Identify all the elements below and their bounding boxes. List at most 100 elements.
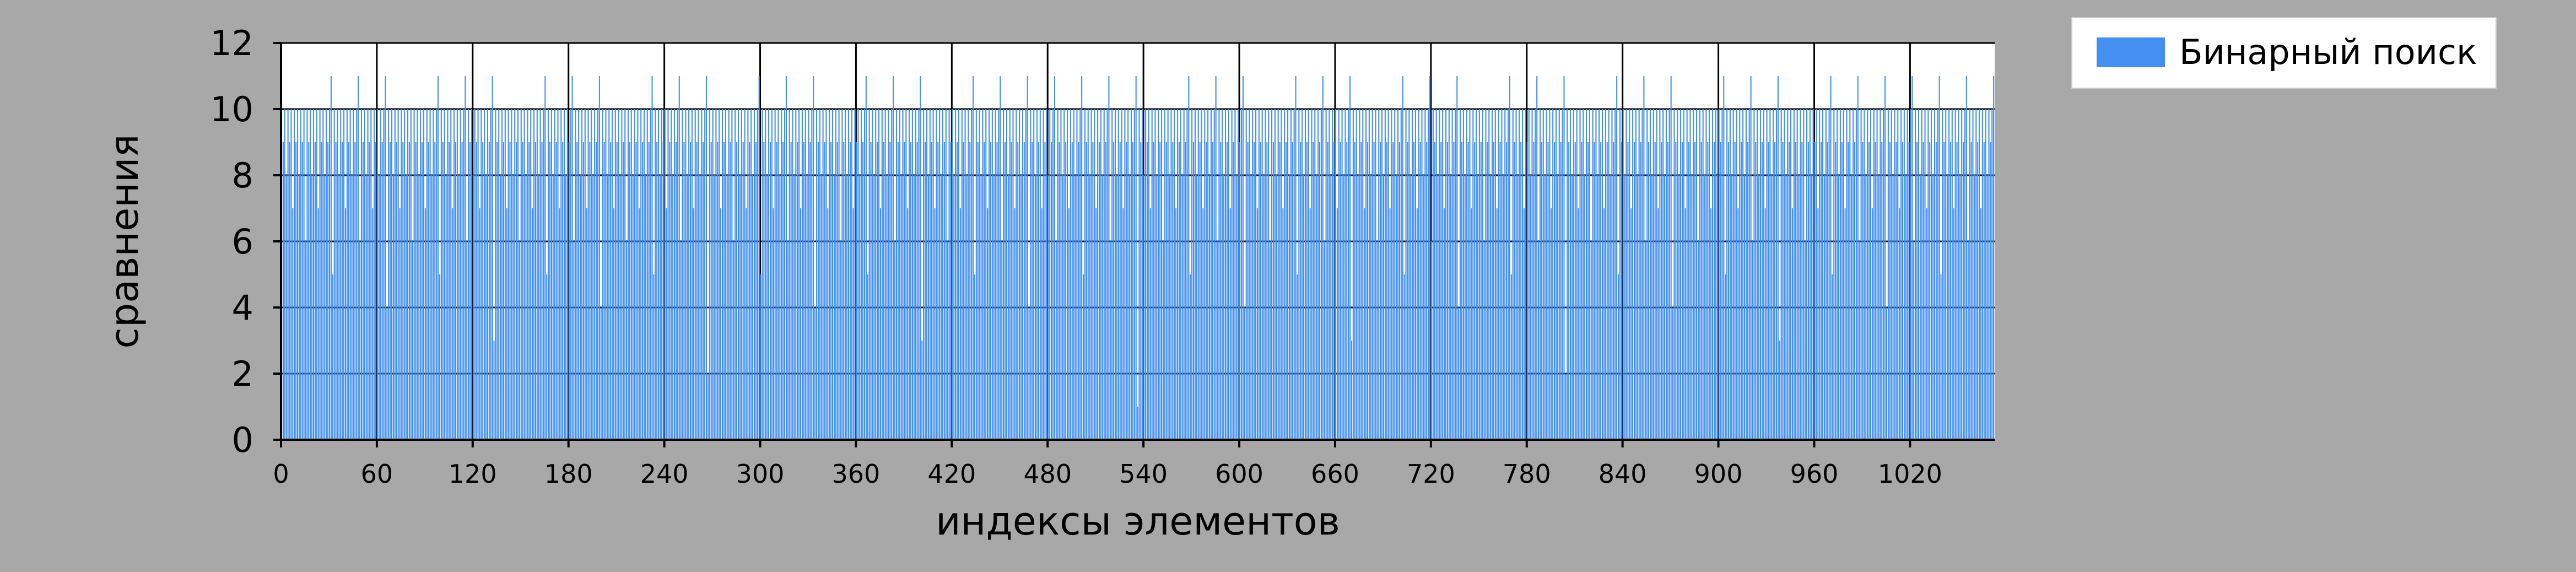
bar	[1525, 109, 1526, 440]
bar	[1551, 208, 1552, 440]
bar	[1178, 142, 1180, 440]
bar	[878, 109, 880, 440]
bar	[300, 109, 301, 440]
bar	[1113, 142, 1115, 440]
bar	[1074, 175, 1076, 440]
bar	[921, 341, 923, 440]
bar	[1446, 142, 1448, 440]
bar	[1421, 109, 1423, 440]
bar	[971, 109, 973, 440]
bar	[710, 142, 712, 440]
bar	[1793, 109, 1795, 440]
bar	[1570, 109, 1571, 440]
bar	[1889, 142, 1891, 440]
bar	[1926, 208, 1927, 440]
bar	[1210, 109, 1212, 440]
bar	[1311, 109, 1313, 440]
bar	[1790, 109, 1792, 440]
bar	[1371, 109, 1373, 440]
bar	[777, 109, 779, 440]
bar	[1768, 142, 1769, 440]
bar	[1362, 109, 1364, 440]
bar	[1268, 109, 1270, 440]
bar	[319, 109, 321, 440]
bar	[1983, 142, 1985, 440]
bar	[1696, 109, 1698, 440]
bar	[1084, 109, 1086, 440]
bar	[1100, 109, 1101, 440]
bar	[1587, 142, 1589, 440]
bar	[1472, 109, 1474, 440]
bar	[1931, 109, 1932, 440]
bar	[1541, 142, 1542, 440]
bar	[548, 109, 549, 440]
bar	[1190, 274, 1191, 440]
bar	[1571, 175, 1573, 440]
bar	[1027, 76, 1028, 440]
bar	[1908, 142, 1910, 440]
bar	[1320, 109, 1322, 440]
bar	[1444, 208, 1445, 440]
bar	[1578, 208, 1579, 440]
bar	[948, 109, 950, 440]
bar	[1304, 109, 1306, 440]
bar	[797, 142, 798, 440]
bar	[894, 241, 896, 440]
bar	[1606, 142, 1608, 440]
bar	[977, 142, 979, 440]
bar	[517, 109, 519, 440]
bar	[1868, 142, 1870, 440]
bar	[1641, 109, 1643, 440]
bar	[934, 208, 936, 440]
bar	[1023, 142, 1025, 440]
bar	[1919, 175, 1921, 440]
x-tick-label: 360	[832, 459, 881, 489]
bar	[1592, 109, 1594, 440]
bar	[1603, 208, 1605, 440]
bar	[294, 109, 295, 440]
bar	[1242, 76, 1244, 440]
bar	[544, 76, 546, 440]
bar	[482, 142, 484, 440]
bar	[595, 142, 597, 440]
bar	[1156, 175, 1158, 440]
bar	[1254, 142, 1255, 440]
bar	[1394, 109, 1396, 440]
bar	[1785, 175, 1787, 440]
bar	[1943, 142, 1945, 440]
bar	[417, 109, 418, 440]
bar	[1407, 142, 1408, 440]
bar	[1000, 76, 1001, 440]
bar	[1586, 109, 1587, 440]
bar	[1121, 109, 1122, 440]
y-axis-title: сравнения	[102, 134, 147, 348]
bar	[380, 109, 381, 440]
bar	[1300, 142, 1301, 440]
bar	[952, 109, 953, 440]
bar	[664, 109, 666, 440]
bar	[442, 142, 444, 440]
bar	[1255, 109, 1257, 440]
bar	[348, 142, 349, 440]
bar	[758, 76, 760, 440]
bar	[1823, 175, 1825, 440]
bar	[1129, 175, 1131, 440]
bar	[354, 142, 356, 440]
bar	[1060, 109, 1062, 440]
bar	[570, 109, 571, 440]
bar	[1208, 175, 1211, 440]
bar	[1149, 208, 1151, 440]
bar	[1138, 109, 1140, 440]
bar	[1391, 109, 1392, 440]
bar	[1683, 109, 1684, 440]
bar	[1442, 109, 1444, 440]
bar	[1309, 208, 1311, 440]
bar	[1260, 142, 1261, 440]
x-axis-ticks: 0 60 120 180 240 300 360 420 480 540 600 660 720 780 8…	[273, 440, 1942, 489]
bar	[1327, 142, 1328, 440]
bar	[947, 241, 948, 440]
bar	[650, 109, 651, 440]
bar	[498, 109, 500, 440]
bar	[1736, 109, 1737, 440]
bar	[762, 109, 763, 440]
